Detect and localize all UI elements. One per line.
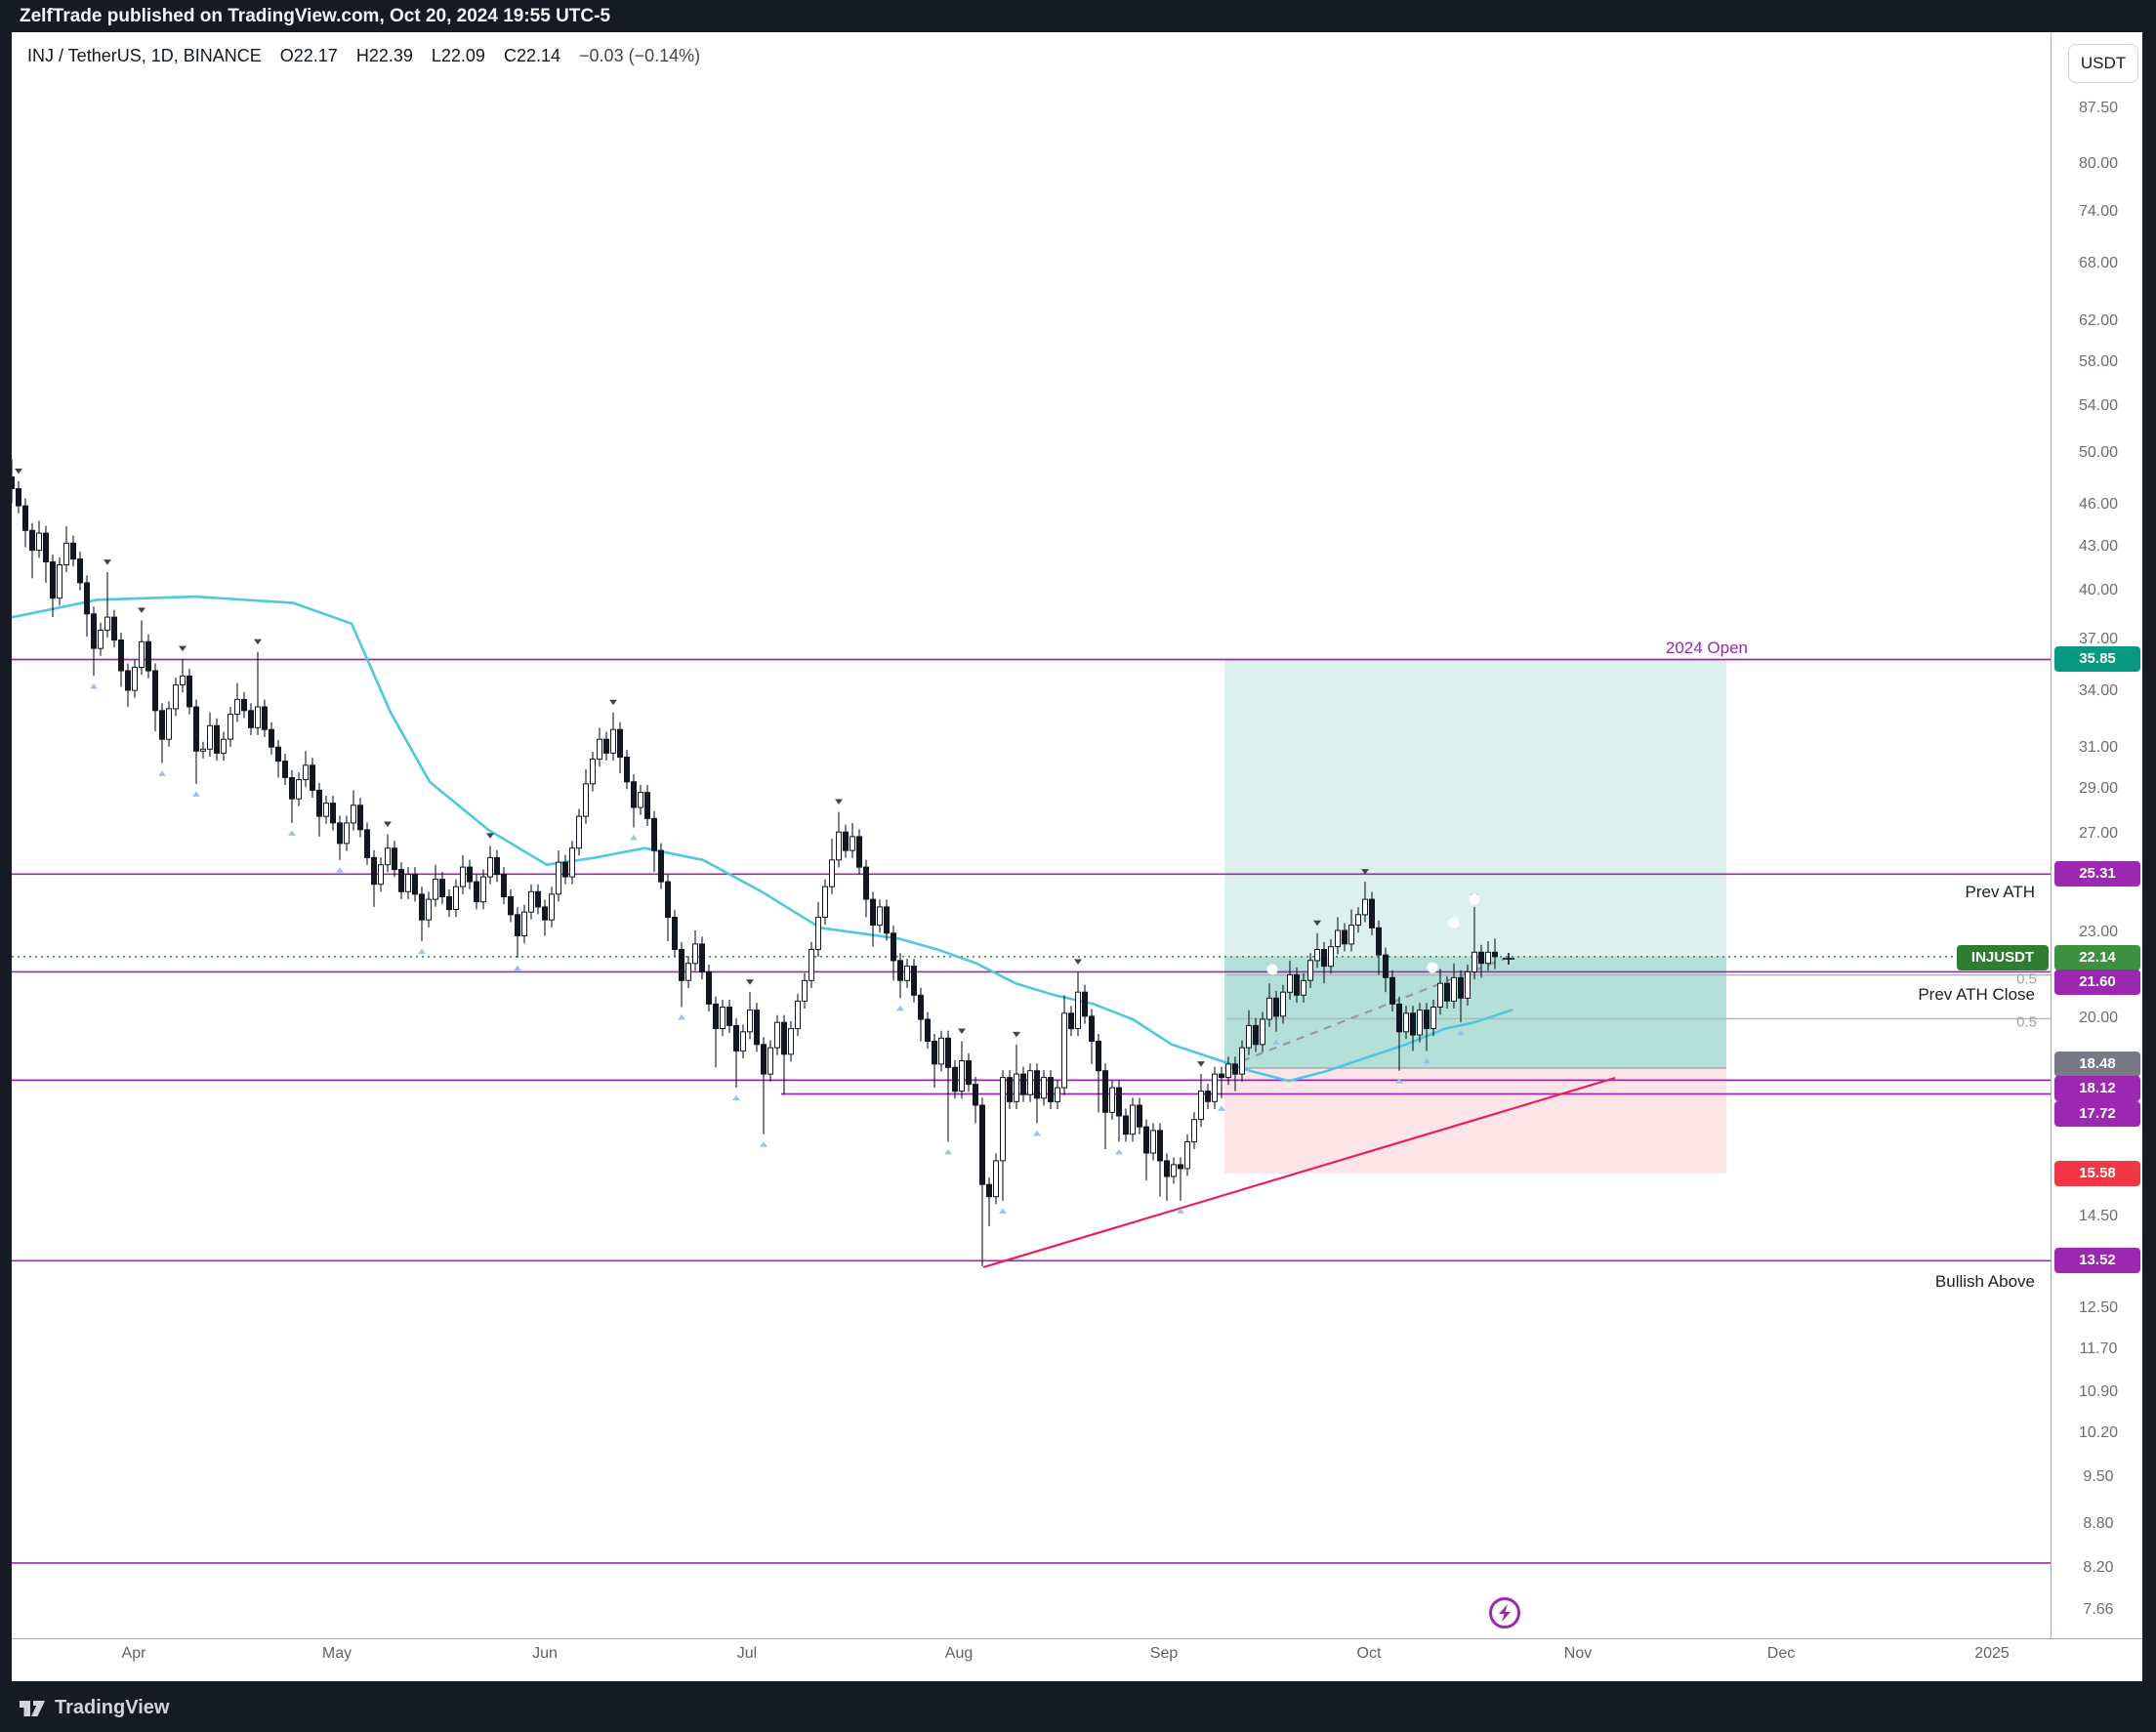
ohlc-close: C22.14 xyxy=(503,46,561,65)
usdt-currency-button[interactable]: USDT xyxy=(2068,44,2138,83)
price-label-chip: 15.58 xyxy=(2054,1161,2140,1186)
symbol-title[interactable]: INJ / TetherUS, 1D, BINANCE xyxy=(27,46,262,65)
price-tick: 74.00 xyxy=(2078,203,2119,220)
price-tick: 40.00 xyxy=(2078,582,2119,598)
price-tick: 23.00 xyxy=(2078,924,2119,940)
price-label-chip: 21.60 xyxy=(2054,969,2140,995)
price-tick: 58.00 xyxy=(2078,353,2119,370)
long-position-tool[interactable] xyxy=(1224,658,1726,1174)
last-bar-plus-marker xyxy=(1503,953,1514,965)
price-label-chip: 25.31 xyxy=(2054,861,2140,887)
signal-markers xyxy=(15,468,1478,1214)
chart-legend[interactable]: INJ / TetherUS, 1D, BINANCE O22.17 H22.3… xyxy=(27,46,714,66)
tradingview-brand[interactable]: TradingView xyxy=(18,1693,169,1722)
price-label-chip: 18.12 xyxy=(2054,1076,2140,1101)
price-tick: 54.00 xyxy=(2078,397,2119,414)
time-axis-label: Dec xyxy=(1766,1645,1796,1662)
price-tick: 46.00 xyxy=(2078,496,2119,513)
time-axis-border[interactable] xyxy=(12,1638,2142,1639)
pink-support-trendline[interactable] xyxy=(982,1076,1616,1269)
symbol-price-label: INJUSDT xyxy=(1957,945,2049,970)
line-annotation-text: Bullish Above xyxy=(1934,1272,2035,1291)
price-label-chip: 35.85 xyxy=(2054,646,2140,672)
price-label-chip: 13.52 xyxy=(2054,1248,2140,1273)
fib-level-label: 0.5 xyxy=(2016,1013,2037,1031)
price-tick: 43.00 xyxy=(2078,538,2119,555)
price-tick: 8.20 xyxy=(2083,1559,2114,1576)
fib-retracement-lines[interactable] xyxy=(1226,973,2051,1020)
price-tick: 7.66 xyxy=(2083,1601,2114,1618)
price-tick: 62.00 xyxy=(2078,312,2119,329)
price-label-chip: 22.14 xyxy=(2054,945,2140,970)
price-axis-border[interactable] xyxy=(2051,32,2052,1638)
price-tick: 11.70 xyxy=(2079,1340,2118,1357)
price-tick: 87.50 xyxy=(2078,100,2119,116)
price-tick: 10.90 xyxy=(2078,1383,2119,1400)
ohlc-high: H22.39 xyxy=(355,46,413,65)
price-tick: 37.00 xyxy=(2078,631,2119,647)
chart-panel: INJ / TetherUS, 1D, BINANCE O22.17 H22.3… xyxy=(12,32,2142,1681)
price-tick: 14.50 xyxy=(2078,1208,2119,1224)
price-chart-plot[interactable] xyxy=(12,32,2142,1681)
time-axis-label: Sep xyxy=(1149,1645,1179,1662)
price-tick: 50.00 xyxy=(2078,444,2119,461)
publish-title-text: ZelfTrade published on TradingView.com, … xyxy=(20,6,611,26)
price-tick: 8.80 xyxy=(2083,1515,2114,1532)
time-axis-label: Apr xyxy=(121,1645,146,1662)
time-axis-label: Nov xyxy=(1563,1645,1593,1662)
moving-average-line[interactable] xyxy=(12,595,1513,1083)
time-axis-label: Oct xyxy=(1356,1645,1382,1662)
price-tick: 31.00 xyxy=(2078,739,2119,756)
line-annotation-text: 2024 Open xyxy=(1665,639,1748,657)
price-label-chip: 18.48 xyxy=(2054,1052,2140,1077)
gray-dashed-trendline[interactable] xyxy=(1227,954,1513,1068)
lightning-bolt-icon[interactable] xyxy=(1489,1597,1520,1629)
price-tick: 20.00 xyxy=(2078,1010,2119,1026)
price-label-chip: 17.72 xyxy=(2054,1101,2140,1127)
price-tick: 9.50 xyxy=(2083,1468,2114,1485)
price-tick: 34.00 xyxy=(2078,682,2119,699)
time-axis-label: Jun xyxy=(532,1645,558,1662)
price-tick: 68.00 xyxy=(2078,255,2119,271)
time-axis-label: May xyxy=(321,1645,352,1662)
line-annotation-text: Prev ATH xyxy=(1965,883,2035,901)
time-axis-label: Jul xyxy=(736,1645,758,1662)
fib-level-label: 0.5 xyxy=(2016,970,2037,988)
publish-titlebar: ZelfTrade published on TradingView.com, … xyxy=(0,0,2156,32)
price-tick: 12.50 xyxy=(2078,1299,2119,1316)
price-tick: 80.00 xyxy=(2078,155,2119,172)
ohlc-low: L22.09 xyxy=(431,46,485,65)
price-tick: 27.00 xyxy=(2078,825,2119,842)
footer-bar: TradingView xyxy=(0,1681,2156,1732)
brand-text: TradingView xyxy=(55,1696,170,1718)
line-annotation-text: Prev ATH Close xyxy=(1918,985,2035,1004)
price-tick: 10.20 xyxy=(2078,1424,2119,1441)
time-axis-label: 2025 xyxy=(1974,1645,2010,1662)
time-axis-label: Aug xyxy=(944,1645,974,1662)
candlesticks xyxy=(12,459,1498,1266)
drawing-anchor-dots[interactable] xyxy=(1266,893,1480,975)
change-value: −0.03 (−0.14%) xyxy=(579,46,701,65)
price-tick: 29.00 xyxy=(2078,780,2119,797)
ohlc-open: O22.17 xyxy=(279,46,338,65)
tradingview-logo xyxy=(20,1701,45,1716)
